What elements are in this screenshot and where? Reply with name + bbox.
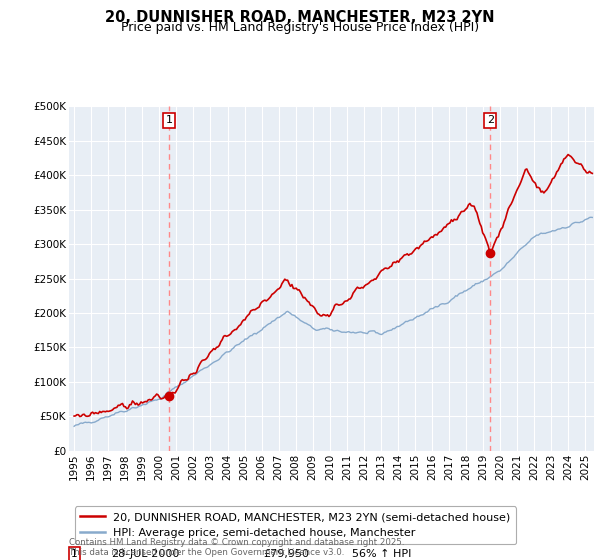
Text: 28-JUL-2000: 28-JUL-2000	[111, 549, 179, 559]
Text: 2: 2	[487, 115, 494, 125]
Text: 20, DUNNISHER ROAD, MANCHESTER, M23 2YN: 20, DUNNISHER ROAD, MANCHESTER, M23 2YN	[105, 10, 495, 25]
Text: 56% ↑ HPI: 56% ↑ HPI	[353, 549, 412, 559]
Text: Price paid vs. HM Land Registry's House Price Index (HPI): Price paid vs. HM Land Registry's House …	[121, 21, 479, 34]
Text: 1: 1	[166, 115, 173, 125]
Text: 1: 1	[71, 549, 77, 559]
Text: Contains HM Land Registry data © Crown copyright and database right 2025.
This d: Contains HM Land Registry data © Crown c…	[69, 538, 404, 557]
Legend: 20, DUNNISHER ROAD, MANCHESTER, M23 2YN (semi-detached house), HPI: Average pric: 20, DUNNISHER ROAD, MANCHESTER, M23 2YN …	[74, 506, 516, 544]
Text: £79,950: £79,950	[263, 549, 309, 559]
